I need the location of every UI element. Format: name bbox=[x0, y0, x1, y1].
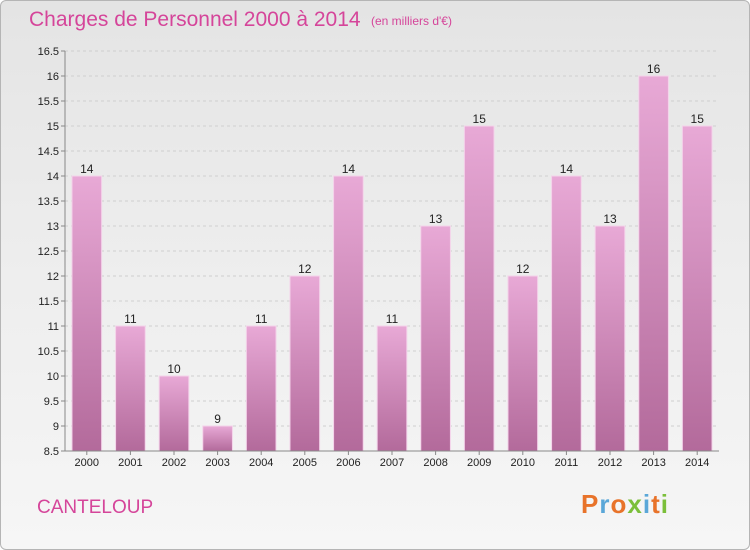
chart-title: Charges de Personnel 2000 à 2014 bbox=[29, 8, 361, 31]
y-tick-label-9: 13 bbox=[47, 221, 59, 233]
bar-2001[interactable] bbox=[115, 325, 146, 452]
y-tick-label-5: 11 bbox=[48, 321, 59, 333]
data-label-2001: 11 bbox=[124, 312, 137, 326]
data-label-2013: 16 bbox=[647, 62, 661, 76]
bar-2012[interactable] bbox=[594, 225, 626, 452]
bar-2000[interactable] bbox=[71, 175, 103, 452]
data-label-2006: 14 bbox=[342, 162, 356, 176]
y-tick-label-6: 11.5 bbox=[38, 296, 59, 308]
data-label-2002: 10 bbox=[167, 362, 181, 376]
data-label-2003: 9 bbox=[214, 412, 221, 426]
proxiti-logo[interactable]: Proxiti bbox=[581, 489, 669, 520]
data-label-2000: 14 bbox=[80, 162, 94, 176]
logo-letter: r bbox=[599, 489, 611, 519]
y-tick-label-4: 10.5 bbox=[38, 346, 59, 358]
bar-2004[interactable] bbox=[245, 325, 277, 452]
commune-name: CANTELOUP bbox=[37, 497, 154, 518]
y-tick-label-14: 15.5 bbox=[38, 96, 59, 108]
x-tick-label-2009: 2009 bbox=[467, 457, 491, 469]
x-tick-label-2003: 2003 bbox=[205, 457, 229, 469]
bar-2008[interactable] bbox=[420, 225, 451, 452]
chart-subtitle: (en milliers d'€) bbox=[371, 14, 452, 28]
data-label-2008: 13 bbox=[429, 212, 443, 226]
y-tick-label-1: 9 bbox=[53, 421, 59, 433]
bar-2010[interactable] bbox=[507, 275, 539, 452]
logo-letter: t bbox=[651, 489, 661, 519]
data-label-2009: 15 bbox=[473, 112, 487, 126]
x-tick-label-2011: 2011 bbox=[555, 457, 579, 469]
bar-2011[interactable] bbox=[551, 175, 582, 452]
y-tick-label-16: 16.5 bbox=[38, 46, 59, 58]
y-tick-label-11: 14 bbox=[47, 171, 59, 183]
bar-2003[interactable] bbox=[202, 425, 233, 452]
bar-2014[interactable] bbox=[681, 125, 713, 452]
x-tick-label-2005: 2005 bbox=[293, 457, 317, 469]
x-tick-label-2000: 2000 bbox=[75, 457, 99, 469]
bar-2009[interactable] bbox=[463, 125, 495, 452]
x-tick-label-2012: 2012 bbox=[598, 457, 622, 469]
bar-2005[interactable] bbox=[289, 275, 321, 452]
y-tick-label-0: 8.5 bbox=[44, 446, 59, 458]
bar-2006[interactable] bbox=[333, 175, 364, 452]
bar-2013[interactable] bbox=[638, 75, 669, 452]
x-tick-label-2007: 2007 bbox=[380, 457, 404, 469]
logo-letter: i bbox=[642, 489, 652, 519]
data-label-2005: 12 bbox=[298, 262, 312, 276]
x-tick-label-2013: 2013 bbox=[641, 457, 665, 469]
x-tick-label-2010: 2010 bbox=[511, 457, 535, 469]
y-tick-label-13: 15 bbox=[47, 121, 59, 133]
x-tick-label-2006: 2006 bbox=[336, 457, 360, 469]
data-label-2012: 13 bbox=[603, 212, 617, 226]
x-tick-label-2002: 2002 bbox=[162, 457, 186, 469]
y-tick-label-15: 16 bbox=[47, 71, 59, 83]
data-label-2004: 11 bbox=[255, 312, 268, 326]
y-tick-label-3: 10 bbox=[47, 371, 59, 383]
x-tick-label-2004: 2004 bbox=[249, 457, 273, 469]
logo-letter: x bbox=[627, 489, 643, 519]
logo-letter: o bbox=[610, 489, 628, 519]
x-tick-label-2008: 2008 bbox=[423, 457, 447, 469]
logo-letter: P bbox=[581, 489, 600, 519]
y-tick-label-12: 14.5 bbox=[38, 146, 59, 158]
x-tick-label-2014: 2014 bbox=[685, 457, 709, 469]
data-label-2014: 15 bbox=[691, 112, 705, 126]
bars: 14 11 10 9 11 12 14 11 13 15 12 14 13 16 15 bbox=[71, 62, 713, 452]
axes: 8.599.51010.51111.51212.51313.51414.5151… bbox=[38, 46, 719, 469]
data-label-2007: 11 bbox=[386, 312, 399, 326]
y-tick-label-10: 13.5 bbox=[38, 196, 59, 208]
y-tick-label-2: 9.5 bbox=[44, 396, 59, 408]
y-tick-label-8: 12.5 bbox=[38, 246, 59, 258]
data-label-2010: 12 bbox=[516, 262, 530, 276]
bar-2007[interactable] bbox=[376, 325, 408, 452]
logo-letter: i bbox=[660, 489, 669, 519]
y-tick-label-7: 12 bbox=[47, 271, 59, 283]
data-label-2011: 14 bbox=[560, 162, 574, 176]
bar-2002[interactable] bbox=[158, 375, 190, 452]
x-tick-label-2001: 2001 bbox=[118, 457, 142, 469]
